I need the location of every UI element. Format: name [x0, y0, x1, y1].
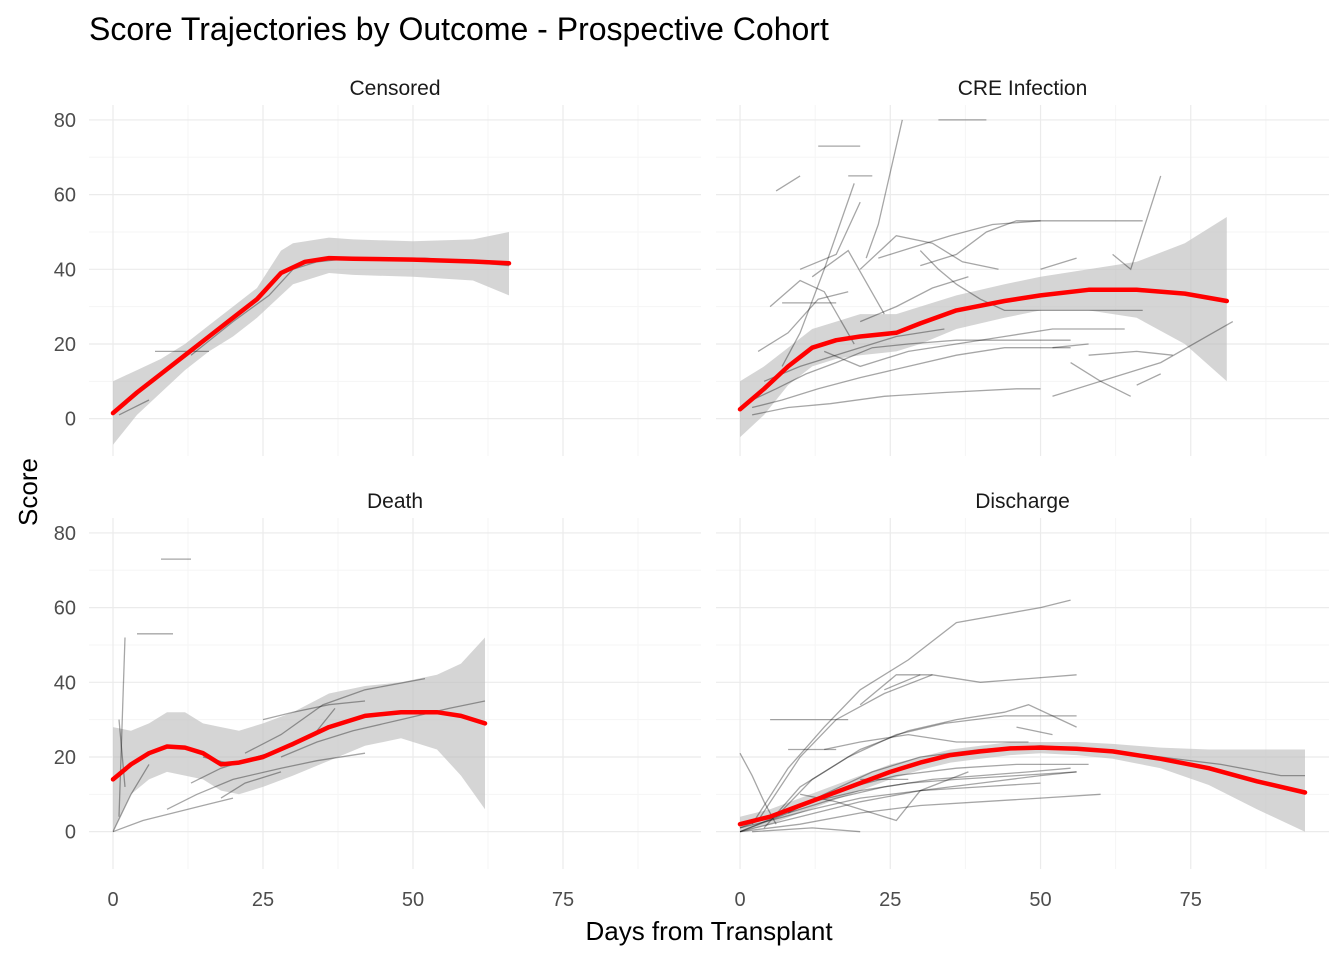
individual-trajectory: [769, 279, 855, 345]
confidence-band: [740, 217, 1227, 438]
individual-trajectory: [220, 771, 282, 799]
individual-trajectory: [739, 752, 777, 825]
x-tick-label: 50: [1029, 889, 1051, 911]
smooth-trend-line: [110, 709, 488, 782]
x-tick-label: 25: [252, 889, 274, 911]
individual-trajectory: [118, 719, 126, 787]
individual-trajectory: [739, 782, 1041, 829]
individual-trajectory: [739, 767, 1071, 833]
individual-trajectory: [751, 347, 1071, 409]
individual-trajectory: [751, 388, 1041, 416]
individual-trajectory: [878, 220, 1041, 259]
chart-title: Score Trajectories by Outcome - Prospect…: [89, 11, 829, 47]
individual-trajectory: [781, 183, 855, 367]
individual-trajectory: [757, 674, 1077, 821]
y-tick-label: 60: [54, 185, 76, 207]
individual-trajectory: [1070, 362, 1131, 397]
smooth-trend-line: [110, 255, 512, 416]
individual-trajectory: [920, 220, 1143, 267]
smooth-trend-line: [737, 745, 1308, 827]
x-tick-label: 75: [1180, 889, 1202, 911]
individual-trajectory: [1052, 321, 1234, 397]
individual-trajectory: [1136, 373, 1161, 386]
individual-trajectory: [757, 291, 849, 352]
facet-strip-label: Discharge: [975, 490, 1070, 513]
individual-trajectory: [1088, 350, 1173, 356]
y-tick-label: 40: [54, 672, 76, 694]
individual-trajectory: [166, 752, 366, 810]
facet-strip-label: Censored: [349, 77, 440, 100]
facet-panel-cre-infection: CRE Infection: [716, 77, 1329, 456]
individual-trajectory: [884, 674, 921, 691]
facet-panels: Censored 0 20 40 60 80 CRE Infection Death 0 20 40…: [54, 77, 1329, 911]
individual-trajectory: [118, 399, 150, 416]
individual-trajectory: [751, 339, 1071, 401]
individual-trajectory: [823, 328, 1125, 368]
x-tick-label: 0: [734, 889, 745, 911]
individual-trajectory: [752, 827, 861, 833]
individual-trajectory: [118, 637, 126, 817]
x-tick-label: 0: [107, 889, 118, 911]
y-tick-label: 20: [54, 334, 76, 356]
facet-panel-censored: Censored 0 20 40 60 80: [54, 77, 701, 456]
y-tick-label: 40: [54, 259, 76, 281]
individual-trajectory: [1016, 726, 1053, 736]
x-tick-label: 50: [402, 889, 424, 911]
individual-trajectory: [763, 715, 1077, 829]
y-tick-label: 0: [65, 409, 76, 431]
facet-panel-death: Death 0 20 40 60 80 0 25 50 75: [54, 490, 701, 911]
facet-strip-label: CRE Infection: [958, 77, 1088, 100]
individual-trajectory: [763, 328, 945, 382]
smooth-trend-line: [737, 287, 1230, 412]
confidence-band: [113, 232, 509, 445]
y-axis-title: Score: [13, 458, 43, 526]
individual-trajectory: [859, 234, 999, 270]
individual-trajectory: [112, 797, 234, 833]
individual-trajectory: [775, 704, 1077, 818]
y-tick-label: 80: [54, 523, 76, 545]
individual-trajectory: [919, 250, 1143, 312]
facet-panel-discharge: Discharge 0 25 50 75: [716, 490, 1329, 911]
individual-trajectory: [824, 733, 1029, 751]
y-tick-label: 60: [54, 598, 76, 620]
individual-trajectory: [799, 201, 861, 270]
individual-trajectory: [739, 771, 1077, 833]
individual-trajectory: [1040, 257, 1077, 270]
individual-trajectory: [112, 764, 150, 832]
individual-trajectory: [1052, 343, 1089, 349]
individual-trajectory: [739, 793, 1101, 833]
x-tick-label: 25: [879, 889, 901, 911]
x-tick-label: 75: [552, 889, 574, 911]
individual-trajectory: [775, 175, 801, 192]
x-axis-title: Days from Transplant: [585, 916, 833, 946]
individual-trajectory: [811, 249, 885, 315]
individual-trajectory: [859, 674, 933, 706]
y-tick-label: 80: [54, 110, 76, 132]
facet-strip-label: Death: [367, 490, 423, 513]
individual-trajectory: [244, 677, 426, 754]
individual-trajectory: [262, 700, 366, 721]
individual-trajectory: [280, 700, 486, 758]
confidence-band: [740, 742, 1305, 832]
individual-trajectory: [865, 119, 903, 259]
confidence-band: [113, 637, 485, 832]
y-tick-label: 0: [65, 822, 76, 844]
individual-trajectory: [799, 771, 969, 822]
y-tick-label: 20: [54, 747, 76, 769]
individual-trajectory: [751, 599, 1071, 825]
individual-trajectory: [859, 276, 969, 323]
individual-trajectory: [1112, 175, 1162, 271]
